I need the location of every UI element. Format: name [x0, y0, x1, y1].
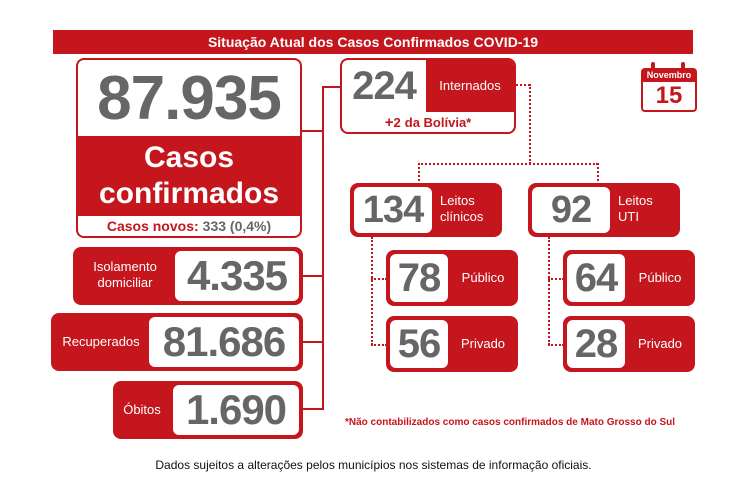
connector-from-deaths — [303, 408, 322, 410]
bolivia-row: + 2 da Bolívia* — [342, 112, 514, 132]
clinical-value: 134 — [352, 185, 434, 235]
icu-label-line2: UTI — [618, 209, 639, 224]
connector-from-isolation — [303, 275, 322, 277]
deaths-label: Óbitos — [123, 402, 161, 417]
clinical-beds-card: 134 Leitos clínicos — [350, 183, 502, 237]
confirmed-label-line2: confirmados — [98, 177, 280, 210]
dotted-hosp-down — [529, 84, 531, 164]
clinical-private-card: 56 Privado — [386, 316, 518, 372]
recovered-label: Recuperados — [62, 334, 140, 349]
recovered-card: Recuperados 81.686 — [51, 313, 303, 371]
clinical-public-value: 78 — [388, 252, 450, 304]
dotted-hosp-right — [516, 84, 530, 86]
isolation-card: Isolamento domiciliar 4.335 — [73, 247, 303, 305]
page-title: Situação Atual dos Casos Confirmados COV… — [53, 30, 693, 54]
clinical-private-value: 56 — [388, 318, 450, 370]
bolivia-text: da Bolívia* — [404, 114, 472, 130]
clinical-private-label: Privado — [460, 336, 506, 351]
hospitalized-value: 224 — [352, 63, 417, 108]
confirmed-cases-card: 87.935 Casos confirmados Casos novos: 33… — [76, 58, 302, 238]
dotted-clinical-private — [371, 344, 387, 346]
connector-from-recovered — [303, 341, 322, 343]
confirmed-label-line1: Casos — [143, 141, 235, 174]
deaths-value: 1.690 — [171, 383, 301, 437]
dotted-to-clinical — [418, 163, 420, 185]
bolivia-prefix: + — [384, 113, 394, 131]
isolation-label-line2: domiciliar — [97, 275, 153, 290]
clinical-label-line2: clínicos — [440, 209, 484, 224]
isolation-label-line1: Isolamento — [93, 259, 157, 274]
dotted-icu-private — [548, 344, 564, 346]
icu-value: 92 — [530, 185, 612, 235]
calendar-month: Novembro — [641, 68, 697, 82]
footer-text: Dados sujeitos a alterações pelos municí… — [155, 458, 592, 472]
icu-private-value: 28 — [565, 318, 627, 370]
icu-private-label: Privado — [637, 336, 683, 351]
bolivia-number: 2 — [393, 114, 401, 130]
clinical-public-card: 78 Público — [386, 250, 518, 306]
dotted-clinical-down — [371, 237, 373, 345]
icu-label-line1: Leitos — [618, 193, 653, 208]
dotted-split — [418, 163, 598, 165]
dotted-to-icu — [597, 163, 599, 185]
calendar-icon: Novembro 15 — [641, 62, 697, 112]
icu-public-label: Público — [638, 270, 682, 285]
dotted-icu-public — [548, 278, 564, 280]
new-cases-row: Casos novos: 333 (0,4%) — [78, 216, 300, 236]
dotted-clinical-public — [371, 278, 387, 280]
icu-private-card: 28 Privado — [563, 316, 695, 372]
isolation-value: 4.335 — [173, 249, 301, 303]
connector-trunk — [322, 86, 324, 410]
confirmed-label-block: Casos confirmados — [78, 136, 300, 216]
hospitalized-card: 224 Internados + 2 da Bolívia* — [340, 58, 516, 134]
confirmed-total: 87.935 — [97, 63, 282, 133]
deaths-card: Óbitos 1.690 — [113, 381, 303, 439]
dotted-icu-down — [548, 237, 550, 345]
clinical-label-line1: Leitos — [440, 193, 475, 208]
new-cases-value: 333 (0,4%) — [202, 218, 272, 234]
icu-beds-card: 92 Leitos UTI — [528, 183, 680, 237]
footnote: *Não contabilizados como casos confirmad… — [345, 417, 676, 428]
calendar-day: 15 — [641, 82, 697, 112]
icu-public-value: 64 — [565, 252, 627, 304]
icu-public-card: 64 Público — [563, 250, 695, 306]
connector-to-hosp — [322, 86, 342, 88]
clinical-public-label: Público — [461, 270, 505, 285]
new-cases-label: Casos novos: — [106, 218, 199, 234]
hospitalized-label: Internados — [426, 60, 514, 112]
connector-from-confirmed — [302, 130, 322, 132]
recovered-value: 81.686 — [147, 315, 301, 369]
